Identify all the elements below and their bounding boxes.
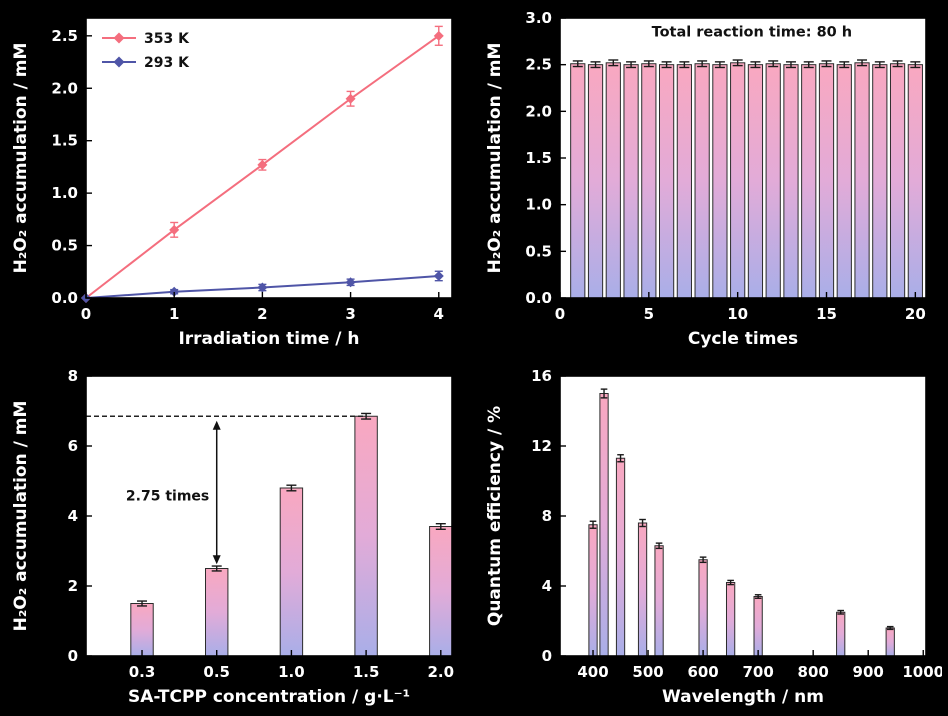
svg-text:H₂O₂ accumulation / mM: H₂O₂ accumulation / mM (11, 43, 31, 274)
svg-text:16: 16 (531, 367, 552, 385)
svg-text:3.0: 3.0 (525, 9, 552, 27)
svg-text:5: 5 (644, 305, 654, 323)
panel-concentration: 2.75 times 0.3 0.5 1.0 1.5 2.0 0 2 4 6 8 SA-TCPP co… (0, 358, 474, 716)
svg-text:2.0: 2.0 (51, 79, 78, 97)
svg-text:3: 3 (345, 305, 355, 323)
svg-text:2: 2 (68, 577, 78, 595)
svg-text:0.5: 0.5 (51, 237, 78, 255)
panel-cycle-stability: Total reaction time: 80 h 0 5 10 15 20 0.0 0.5 1… (474, 0, 948, 358)
svg-text:12: 12 (531, 437, 552, 455)
svg-text:2.0: 2.0 (525, 102, 552, 120)
svg-text:2.0: 2.0 (428, 663, 455, 681)
svg-text:SA-TCPP concentration / g·L⁻¹: SA-TCPP concentration / g·L⁻¹ (128, 687, 410, 707)
svg-text:2.5: 2.5 (525, 56, 552, 74)
svg-text:400: 400 (577, 663, 608, 681)
svg-text:0.5: 0.5 (203, 663, 230, 681)
svg-text:20: 20 (905, 305, 926, 323)
svg-text:4: 4 (434, 305, 444, 323)
svg-text:700: 700 (742, 663, 773, 681)
svg-text:0: 0 (68, 647, 78, 665)
svg-text:Quantum efficiency / %: Quantum efficiency / % (485, 406, 505, 626)
svg-text:Wavelength / nm: Wavelength / nm (662, 687, 824, 707)
svg-text:0.0: 0.0 (51, 289, 78, 307)
svg-text:1: 1 (169, 305, 179, 323)
svg-text:0.0: 0.0 (525, 289, 552, 307)
svg-text:8: 8 (68, 367, 78, 385)
svg-text:1.0: 1.0 (278, 663, 305, 681)
svg-text:1.0: 1.0 (51, 184, 78, 202)
svg-text:1.0: 1.0 (525, 196, 552, 214)
panel-irradiation-time: 353 K 293 K 0 1 2 3 4 0.0 0.5 1.0 1.5 2.0 2.5 Irradia… (0, 0, 474, 358)
svg-text:600: 600 (687, 663, 718, 681)
svg-text:500: 500 (632, 663, 663, 681)
svg-text:900: 900 (853, 663, 884, 681)
svg-text:Irradiation time / h: Irradiation time / h (178, 329, 359, 349)
svg-text:4: 4 (542, 577, 552, 595)
svg-text:353 K: 353 K (144, 31, 190, 47)
svg-text:0: 0 (81, 305, 91, 323)
svg-text:2: 2 (257, 305, 267, 323)
cycle-bar-chart: Total reaction time: 80 h 0 5 10 15 20 0.0 0.5 1… (485, 9, 927, 349)
svg-text:8: 8 (542, 507, 552, 525)
svg-text:4: 4 (68, 507, 78, 525)
svg-text:2.5: 2.5 (51, 27, 78, 45)
svg-text:1.5: 1.5 (525, 149, 552, 167)
svg-text:Cycle times: Cycle times (688, 329, 798, 349)
svg-text:0.3: 0.3 (129, 663, 156, 681)
svg-text:2.75 times: 2.75 times (126, 488, 209, 504)
svg-text:Total reaction time: 80 h: Total reaction time: 80 h (652, 25, 853, 41)
svg-text:0: 0 (542, 647, 552, 665)
svg-text:293 K: 293 K (144, 55, 190, 71)
svg-text:1.5: 1.5 (353, 663, 380, 681)
panel-quantum-efficiency: 400 500 600 700 800 900 1000 0 4 8 12 16 Wavelength … (474, 358, 948, 716)
svg-text:0.5: 0.5 (525, 242, 552, 260)
irradiation-line-chart: 353 K 293 K 0 1 2 3 4 0.0 0.5 1.0 1.5 2.0 2.5 Irradia… (11, 17, 453, 349)
svg-text:10: 10 (727, 305, 748, 323)
svg-text:1000: 1000 (902, 663, 942, 681)
concentration-bar-chart: 2.75 times 0.3 0.5 1.0 1.5 2.0 0 2 4 6 8 SA-TCPP co… (11, 367, 455, 707)
svg-text:800: 800 (798, 663, 829, 681)
svg-text:6: 6 (68, 437, 78, 455)
svg-text:15: 15 (816, 305, 837, 323)
wavelength-bar-chart: 400 500 600 700 800 900 1000 0 4 8 12 16 Wavelength … (485, 367, 942, 707)
svg-text:1.5: 1.5 (51, 132, 78, 150)
svg-text:H₂O₂ accumulation / mM: H₂O₂ accumulation / mM (11, 401, 31, 632)
svg-text:H₂O₂ accumulation / mM: H₂O₂ accumulation / mM (485, 43, 505, 274)
svg-text:0: 0 (555, 305, 565, 323)
